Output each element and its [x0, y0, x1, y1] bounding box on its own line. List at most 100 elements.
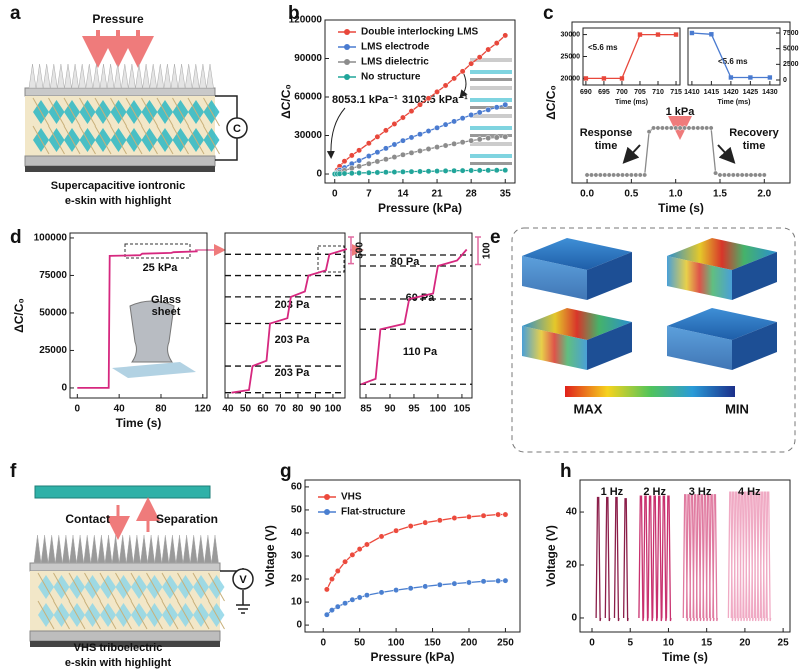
voltage-pulse: [665, 495, 672, 622]
y-axis-label: ΔC/C₀: [279, 84, 293, 119]
marker: [393, 527, 400, 534]
glass-sheet: [112, 362, 196, 378]
marker: [459, 139, 466, 146]
marker: [417, 101, 423, 108]
circuit-wire: [215, 95, 238, 161]
device-spike: [83, 534, 91, 564]
y-tick-label: 20: [291, 574, 303, 585]
marker: [655, 32, 661, 37]
x-tick-label: 1420: [723, 89, 739, 96]
voltage-pulse: [656, 495, 663, 622]
device-spike: [142, 63, 150, 89]
device-top-plate: [24, 87, 216, 97]
device-spike: [161, 534, 170, 564]
device-strut: [125, 97, 143, 127]
marker: [408, 168, 415, 175]
response-arrow: [622, 144, 641, 164]
x-tick-label: 1.0: [669, 189, 683, 200]
legend-marker: [324, 494, 330, 500]
x-tick-label: 50: [354, 638, 366, 649]
y-tick-label: 60: [291, 482, 303, 493]
device-base: [30, 641, 220, 647]
legend-label: No structure: [361, 72, 421, 83]
structure-icon: [470, 162, 512, 165]
marker: [480, 512, 487, 519]
marker: [365, 169, 372, 176]
marker: [493, 167, 500, 174]
voltage-pulse: [613, 496, 620, 622]
device-strut: [187, 125, 205, 155]
marker: [459, 115, 466, 122]
marker: [593, 172, 599, 178]
structure-icon: [470, 134, 512, 137]
structure-icon: [470, 126, 512, 130]
marker: [365, 140, 372, 147]
marker: [646, 129, 652, 135]
device-strut: [141, 97, 158, 127]
y-tick-label: 20: [566, 560, 578, 571]
device-spike: [104, 534, 113, 564]
device-spike: [199, 63, 207, 89]
structure-icon: [470, 142, 512, 146]
panel-label: g: [280, 461, 292, 482]
voltage-pulse: [708, 494, 715, 622]
marker: [689, 30, 695, 36]
device-strut: [63, 125, 81, 155]
x-tick-label: 90: [310, 404, 322, 415]
marker: [434, 124, 441, 131]
marker: [502, 101, 509, 108]
device-spike: [57, 63, 65, 89]
x-tick-label: 150: [424, 638, 441, 649]
marker: [730, 172, 736, 178]
marker: [673, 125, 679, 131]
marker: [422, 583, 429, 590]
annotation: 203 Pa: [275, 367, 311, 379]
caption: VHS triboelectric: [74, 642, 163, 654]
y-tick-label: 0: [316, 169, 322, 180]
marker: [673, 32, 679, 37]
device-strut: [68, 572, 86, 602]
marker: [417, 147, 423, 154]
device-strut: [177, 600, 194, 630]
marker: [329, 607, 335, 614]
marker: [336, 170, 343, 177]
device-spike: [177, 63, 186, 89]
marker: [611, 172, 617, 178]
marker: [620, 172, 625, 178]
marker: [495, 577, 502, 584]
marker: [399, 168, 406, 175]
marker: [349, 551, 356, 558]
marker: [619, 76, 625, 81]
x-axis-label: Time (s): [662, 650, 708, 664]
marker: [442, 121, 449, 128]
x-axis-label: Pressure (kPa): [378, 201, 462, 215]
device-strut: [130, 600, 148, 630]
legend-label: VHS: [341, 492, 362, 503]
y-tick-label: 120000: [289, 15, 323, 26]
marker: [602, 172, 608, 178]
plot-frame: [69, 232, 208, 399]
marker: [391, 169, 398, 175]
voltage-pulse: [759, 491, 766, 622]
sim-block-top: [667, 238, 777, 270]
marker: [502, 133, 509, 140]
zoom-box: [317, 245, 345, 273]
device-spike: [47, 534, 56, 564]
marker: [436, 581, 443, 588]
marker: [356, 157, 363, 164]
device-strut: [172, 97, 189, 127]
structure-icon: [470, 86, 512, 90]
voltage-pulse: [765, 491, 772, 622]
x-tick-label: 100: [430, 404, 447, 415]
x-tick-label: 1415: [704, 89, 720, 96]
marker: [407, 585, 414, 592]
annotation: Glass: [151, 294, 181, 306]
device-spike: [184, 63, 193, 89]
marker: [451, 140, 458, 147]
y-tick-label: 40: [566, 507, 578, 518]
x-tick-label: 0: [589, 638, 595, 649]
pressure-label: Pressure: [92, 12, 144, 26]
panel-label: h: [560, 461, 572, 482]
voltage-pulse: [647, 495, 654, 622]
